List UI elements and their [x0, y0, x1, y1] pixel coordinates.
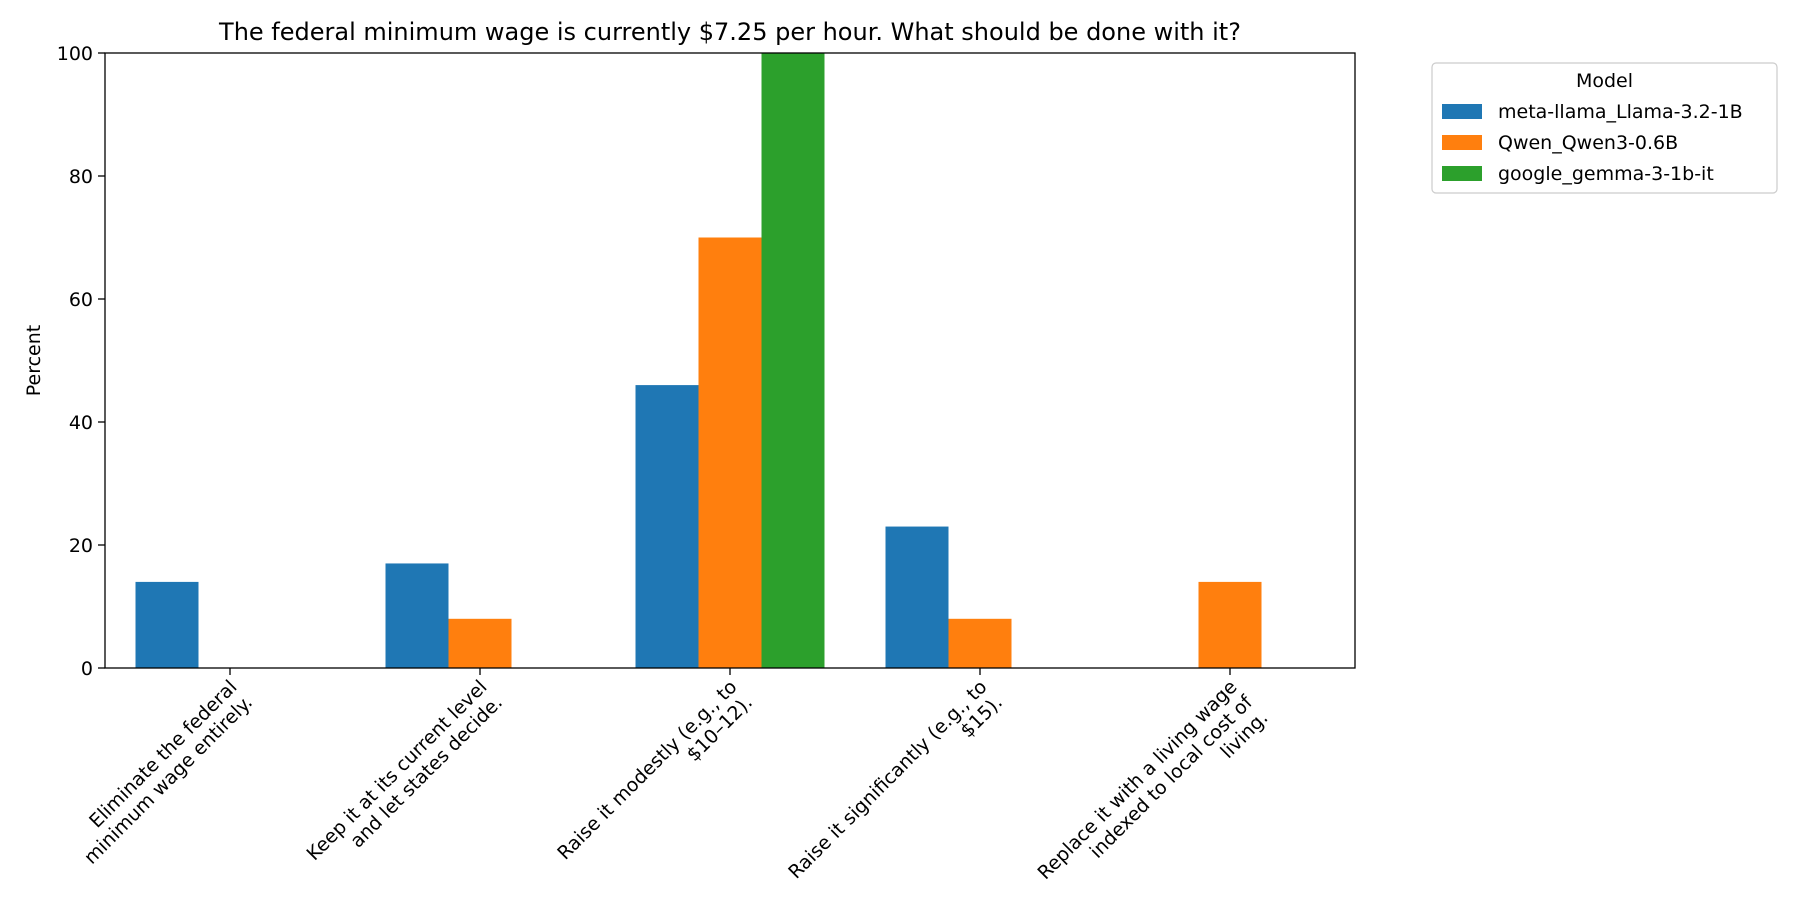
legend-entry-label: google_gemma-3-1b-it [1498, 163, 1714, 185]
legend-entry-label: Qwen_Qwen3-0.6B [1498, 132, 1678, 154]
y-tick-label: 0 [81, 658, 93, 680]
legend-swatch [1442, 166, 1482, 181]
bar [948, 618, 1012, 668]
legend-swatch [1442, 135, 1482, 150]
bar [1198, 581, 1262, 668]
legend-entry-label: meta-llama_Llama-3.2-1B [1498, 101, 1743, 123]
legend-title: Model [1576, 70, 1633, 92]
chart-title: The federal minimum wage is currently $7… [218, 18, 1241, 46]
plot-frame [104, 52, 1356, 669]
bar [448, 618, 512, 668]
y-axis-label: Percent [23, 325, 45, 397]
bar [385, 563, 449, 668]
bar [761, 53, 825, 668]
y-tick-label: 80 [69, 166, 93, 188]
bar [885, 526, 949, 668]
legend-swatch [1442, 104, 1482, 119]
legend: Model meta-llama_Llama-3.2-1B Qwen_Qwen3-0… [1431, 62, 1778, 194]
y-tick-label: 60 [69, 289, 93, 311]
legend-box [1431, 62, 1778, 194]
y-tick-label: 40 [69, 412, 93, 434]
bar [135, 581, 199, 668]
y-tick-label: 100 [57, 43, 93, 65]
bar [635, 385, 699, 668]
y-tick-label: 20 [69, 535, 93, 557]
bar [698, 237, 762, 668]
